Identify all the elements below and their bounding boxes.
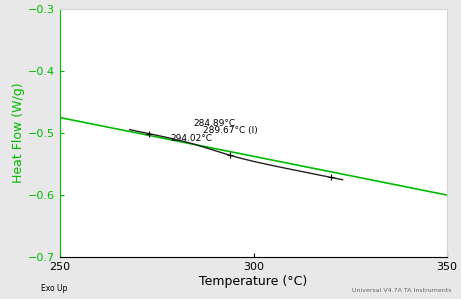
Text: Universal V4.7A TA Instruments: Universal V4.7A TA Instruments	[352, 288, 452, 293]
Y-axis label: Heat Flow (W/g): Heat Flow (W/g)	[12, 83, 25, 183]
Text: 294.02°C: 294.02°C	[170, 134, 213, 143]
Text: Exo Up: Exo Up	[41, 284, 68, 293]
Text: 289.67°C (I): 289.67°C (I)	[203, 126, 258, 135]
X-axis label: Temperature (°C): Temperature (°C)	[200, 275, 307, 288]
Text: 284.89°C: 284.89°C	[194, 119, 236, 128]
